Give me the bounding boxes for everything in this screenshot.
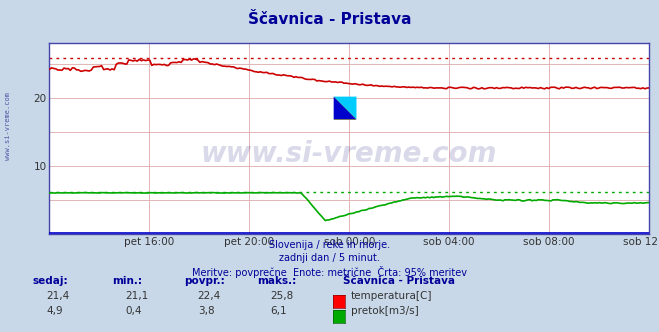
Text: 4,9: 4,9 (46, 306, 63, 316)
Text: min.:: min.: (112, 276, 142, 286)
Text: 25,8: 25,8 (270, 291, 293, 301)
Text: temperatura[C]: temperatura[C] (351, 291, 432, 301)
Text: povpr.:: povpr.: (185, 276, 225, 286)
Text: Ščavnica - Pristava: Ščavnica - Pristava (343, 276, 455, 286)
Text: 22,4: 22,4 (198, 291, 221, 301)
Text: Ščavnica - Pristava: Ščavnica - Pristava (248, 12, 411, 27)
Text: Slovenija / reke in morje.: Slovenija / reke in morje. (269, 240, 390, 250)
Text: Meritve: povprečne  Enote: metrične  Črta: 95% meritev: Meritve: povprečne Enote: metrične Črta:… (192, 266, 467, 278)
Text: www.si-vreme.com: www.si-vreme.com (201, 140, 498, 168)
Text: 0,4: 0,4 (125, 306, 142, 316)
Text: www.si-vreme.com: www.si-vreme.com (5, 92, 11, 160)
Text: maks.:: maks.: (257, 276, 297, 286)
Text: pretok[m3/s]: pretok[m3/s] (351, 306, 418, 316)
Text: 21,4: 21,4 (46, 291, 69, 301)
Text: sedaj:: sedaj: (33, 276, 69, 286)
Text: 21,1: 21,1 (125, 291, 148, 301)
Polygon shape (333, 97, 357, 120)
Bar (333, 97, 357, 120)
Polygon shape (333, 97, 357, 120)
Text: 6,1: 6,1 (270, 306, 287, 316)
Text: zadnji dan / 5 minut.: zadnji dan / 5 minut. (279, 253, 380, 263)
Text: 3,8: 3,8 (198, 306, 214, 316)
